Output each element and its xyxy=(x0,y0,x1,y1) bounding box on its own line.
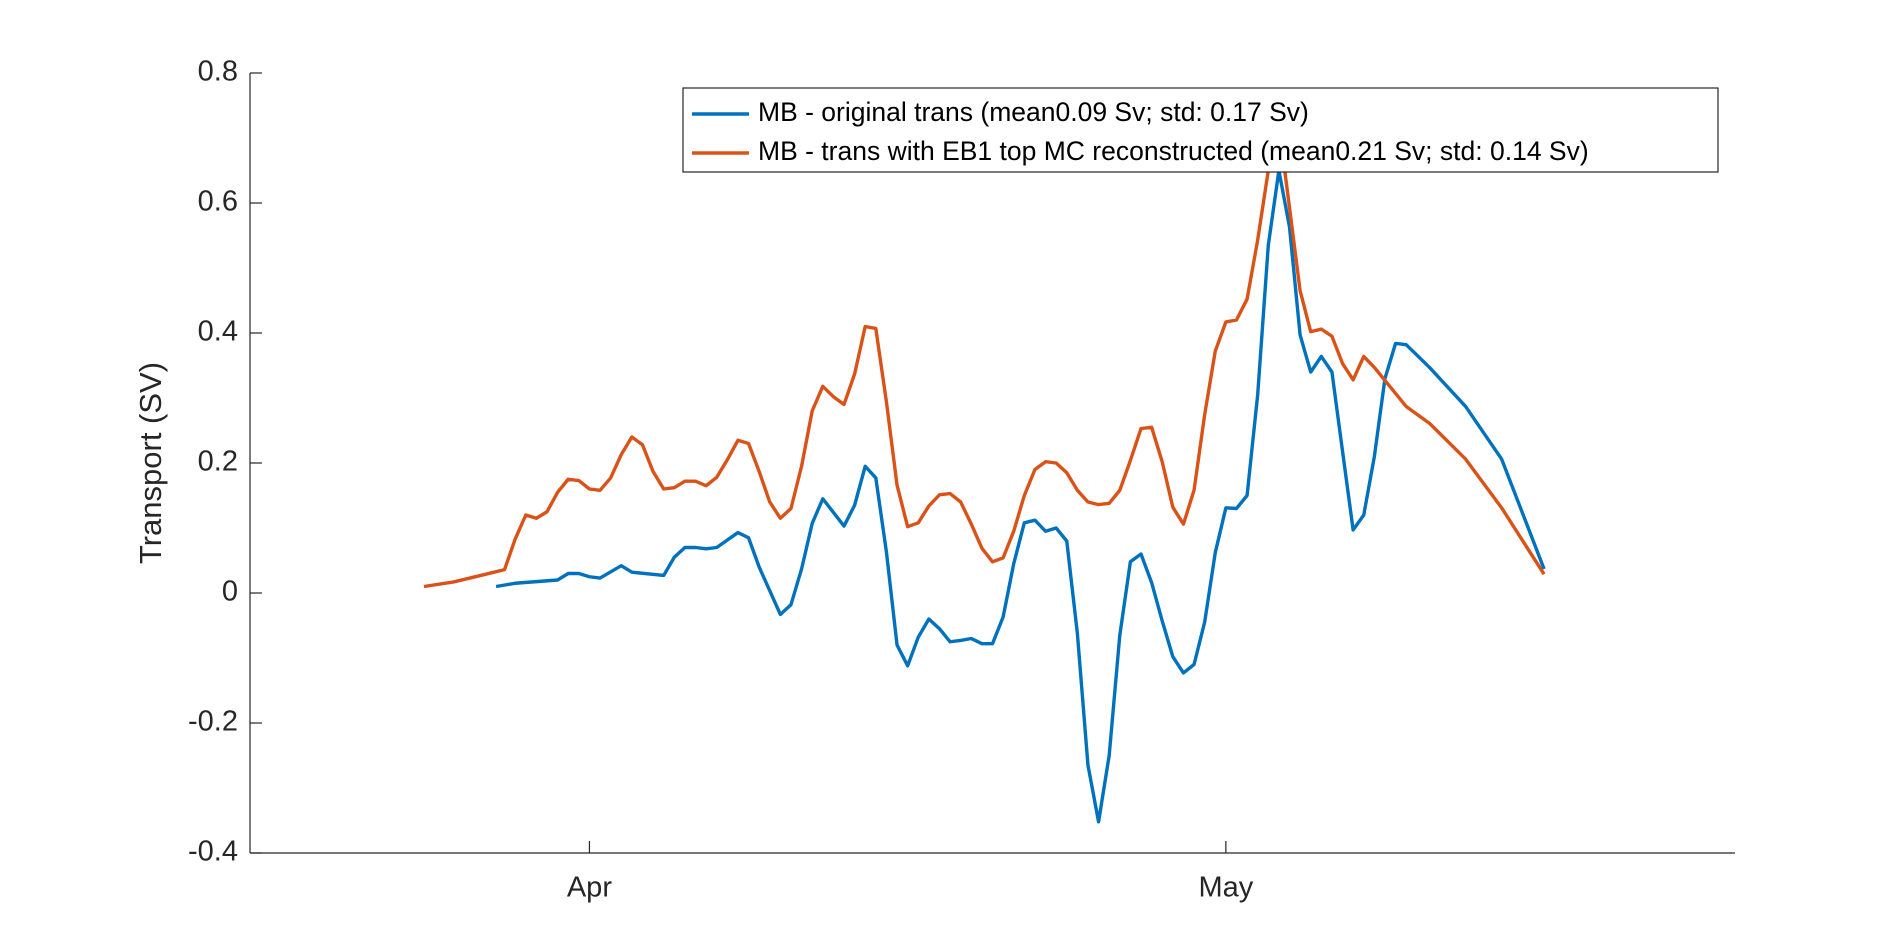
x-tick-label: May xyxy=(1198,872,1253,904)
y-tick-label: -0.4 xyxy=(188,836,238,868)
legend-label: MB - original trans (mean0.09 Sv; std: 0… xyxy=(758,97,1309,127)
data-line xyxy=(495,168,1546,824)
y-tick-label: 0 xyxy=(222,576,238,608)
data-line xyxy=(423,123,1546,589)
legend: MB - original trans (mean0.09 Sv; std: 0… xyxy=(682,87,1719,173)
y-tick-label: 0.2 xyxy=(198,446,238,478)
legend-label: MB - trans with EB1 top MC reconstructed… xyxy=(758,136,1589,166)
x-tick-label: Apr xyxy=(567,872,612,904)
y-tick-label: 0.8 xyxy=(198,56,238,88)
y-tick-label: -0.2 xyxy=(188,706,238,738)
legend-box xyxy=(682,87,1719,173)
y-axis-label: Transport (SV) xyxy=(133,362,168,564)
y-tick-label: 0.4 xyxy=(198,316,238,348)
y-tick-label: 0.6 xyxy=(198,186,238,218)
